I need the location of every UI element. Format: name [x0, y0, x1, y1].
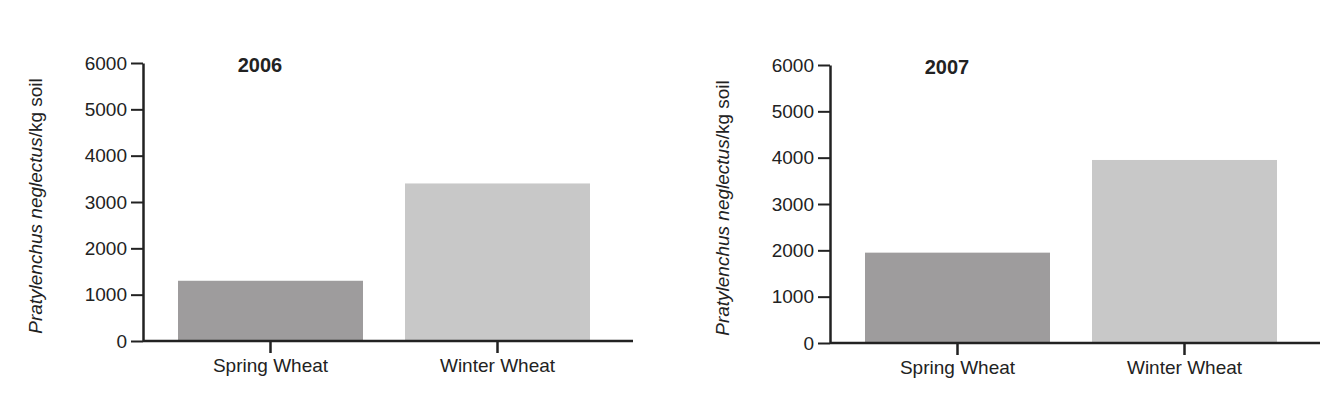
y-tick-mark [131, 63, 143, 65]
y-tick-label: 5000 [772, 101, 814, 122]
y-tick-mark [131, 341, 143, 343]
x-tick: Winter Wheat [1127, 343, 1243, 378]
y-tick: 2000 [85, 238, 143, 259]
y-tick: 3000 [772, 194, 830, 215]
x-tick: Spring Wheat [213, 341, 329, 376]
y-tick-mark [818, 111, 830, 113]
x-axis-line [143, 340, 633, 343]
y-tick-mark [818, 157, 830, 159]
bars [178, 183, 590, 341]
bar [1092, 160, 1277, 343]
y-tick-mark [818, 204, 830, 206]
y-tick-label: 4000 [85, 145, 127, 166]
y-tick: 1000 [85, 284, 143, 305]
y-tick-mark [818, 343, 830, 345]
y-tick-label: 6000 [85, 53, 127, 74]
bar [178, 281, 363, 341]
y-tick-mark [131, 109, 143, 111]
title: 2007 [925, 56, 970, 78]
x-tick-mark [269, 341, 272, 353]
y-tick-mark [131, 202, 143, 204]
bars [865, 160, 1277, 343]
y-tick: 4000 [85, 145, 143, 166]
y-tick-mark [818, 65, 830, 67]
y-tick: 4000 [772, 147, 830, 168]
x-axis: Spring Wheat Winter Wheat [830, 343, 1320, 378]
y-axis: 0 1000 2000 3000 4000 5000 6000 [772, 55, 831, 354]
y-tick-label: 2000 [85, 238, 127, 259]
y-tick: 5000 [772, 101, 830, 122]
y-tick: 1000 [772, 286, 830, 307]
y-tick-label: 1000 [85, 284, 127, 305]
y-tick-label: 6000 [772, 55, 814, 76]
y-tick-mark [131, 155, 143, 157]
y-tick-label: 5000 [85, 99, 127, 120]
y-tick-label: 2000 [772, 240, 814, 261]
x-axis: Spring Wheat Winter Wheat [143, 341, 633, 376]
x-tick-label: Spring Wheat [900, 357, 1016, 378]
bar [865, 253, 1050, 343]
title: 2006 [238, 54, 283, 76]
x-tick: Winter Wheat [440, 341, 556, 376]
y-tick: 6000 [85, 53, 143, 74]
x-tick: Spring Wheat [900, 343, 1016, 378]
y-tick-mark [131, 248, 143, 250]
y-tick: 0 [803, 333, 830, 354]
x-tick-mark [956, 343, 959, 355]
y-axis-title: Pratylenchus neglectus/kg soil [712, 80, 733, 336]
y-tick: 0 [116, 331, 143, 352]
x-tick-mark [1183, 343, 1186, 355]
y-tick-label: 0 [116, 331, 127, 352]
y-tick: 6000 [772, 55, 830, 76]
y-tick: 3000 [85, 192, 143, 213]
y-tick-label: 3000 [772, 194, 814, 215]
chart: 0 1000 2000 3000 4000 5000 6000 Spring Wheat Win… [25, 53, 633, 377]
y-tick: 5000 [85, 99, 143, 120]
x-tick-label: Spring Wheat [213, 355, 329, 376]
y-tick-label: 4000 [772, 147, 814, 168]
x-axis-line [830, 342, 1320, 345]
y-tick-label: 3000 [85, 192, 127, 213]
y-axis-title: Pratylenchus neglectus/kg soil [25, 78, 46, 334]
y-tick-label: 0 [803, 333, 814, 354]
y-tick-mark [818, 296, 830, 298]
x-tick-mark [496, 341, 499, 353]
x-tick-label: Winter Wheat [440, 355, 556, 376]
y-tick-label: 1000 [772, 286, 814, 307]
canvas: 0 1000 2000 3000 4000 5000 6000 Spring Wheat Win… [0, 0, 1333, 394]
y-tick-mark [131, 294, 143, 296]
chart: 0 1000 2000 3000 4000 5000 6000 Spring Wheat Win… [712, 55, 1320, 379]
y-tick: 2000 [772, 240, 830, 261]
bar [405, 183, 590, 341]
y-axis: 0 1000 2000 3000 4000 5000 6000 [85, 53, 144, 352]
x-tick-label: Winter Wheat [1127, 357, 1243, 378]
y-tick-mark [818, 250, 830, 252]
